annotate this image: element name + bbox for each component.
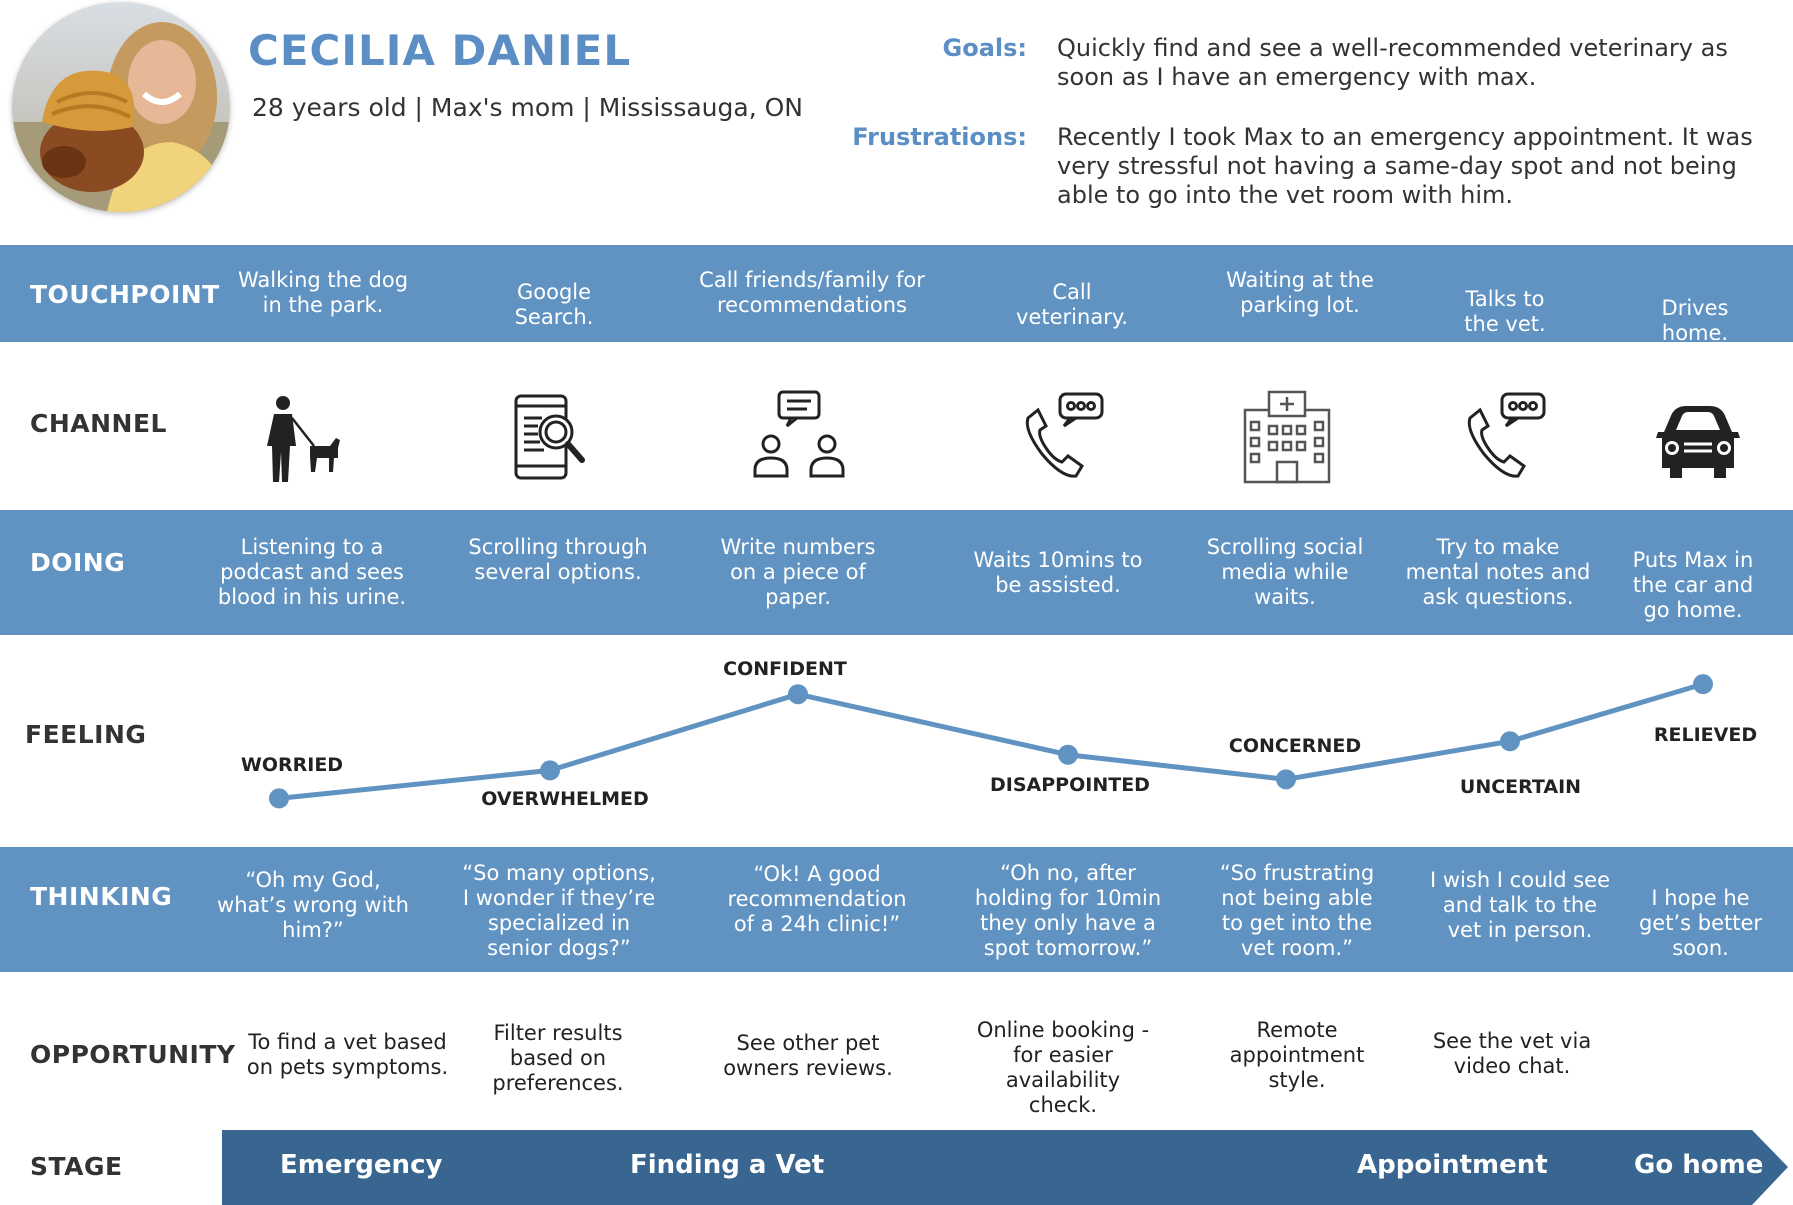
touchpoint-7-clip: Drives home. <box>1610 245 1780 342</box>
doing-7: Puts Max in the car and go home. <box>1632 548 1754 622</box>
stage-row-label: STAGE <box>30 1152 123 1181</box>
doing-2: Scrolling through several options. <box>468 535 648 584</box>
doing-3: Write numbers on a piece of paper. <box>720 535 876 609</box>
touchpoint-band <box>0 245 1793 342</box>
persona-name: CECILIA DANIEL <box>248 26 632 75</box>
touchpoint-3: Call friends/family for recommendations <box>699 268 925 317</box>
feeling-row-label: FEELING <box>25 720 147 749</box>
frustrations-text: Recently I took Max to an emergency appo… <box>1057 123 1753 209</box>
feeling-chart <box>269 674 1713 809</box>
doing-4: Waits 10mins to be assisted. <box>973 548 1143 597</box>
thinking-band <box>0 847 1793 972</box>
opportunity-1: To find a vet based on pets symptoms. <box>246 1030 449 1079</box>
car-icon <box>1648 388 1748 488</box>
feeling-label-1: WORRIED <box>240 754 344 776</box>
stage-3: Appointment <box>1357 1150 1548 1180</box>
thinking-7: I hope he get’s better soon. <box>1638 886 1763 960</box>
person-walking-dog-icon <box>252 388 352 488</box>
doing-5: Scrolling social media while waits. <box>1206 535 1364 609</box>
persona-subtitle: 28 years old | Max's mom | Mississauga, … <box>252 93 803 122</box>
feeling-label-6: UNCERTAIN <box>1459 776 1582 798</box>
goals-text: Quickly find and see a well-recommended … <box>1057 34 1728 91</box>
stage-4: Go home <box>1634 1150 1764 1180</box>
doing-6: Try to make mental notes and ask questio… <box>1405 535 1591 609</box>
tablet-search-icon <box>508 388 608 488</box>
feeling-label-5: CONCERNED <box>1228 735 1362 757</box>
opportunity-4: Online booking - for easier availability… <box>976 1018 1150 1117</box>
feeling-point-7 <box>1693 674 1713 695</box>
opportunity-3: See other pet owners reviews. <box>723 1031 893 1080</box>
hospital-building-icon <box>1237 388 1337 488</box>
feeling-point-2 <box>540 760 560 781</box>
opportunity-2: Filter results based on preferences. <box>492 1021 624 1095</box>
channel-row-label: CHANNEL <box>30 409 167 438</box>
stage-1: Emergency <box>280 1150 443 1180</box>
feeling-point-4 <box>1058 744 1078 765</box>
touchpoint-2: Google Search. <box>514 280 594 329</box>
feeling-label-2: OVERWHELMED <box>481 788 649 810</box>
feeling-label-3: CONFIDENT <box>723 658 847 680</box>
phone-chat-icon <box>1018 388 1118 488</box>
touchpoint-6: Talks to the vet. <box>1464 287 1546 336</box>
opportunity-5: Remote appointment style. <box>1229 1018 1365 1092</box>
doing-1: Listening to a podcast and sees blood in… <box>217 535 407 609</box>
people-chat-icon <box>749 388 849 488</box>
phone-chat-icon <box>1460 388 1560 488</box>
doing-band <box>0 510 1793 635</box>
thinking-1: “Oh my God, what’s wrong with him?” <box>217 868 409 942</box>
frustrations-label: Frustrations: <box>852 123 1027 151</box>
goals-label: Goals: <box>942 34 1028 62</box>
feeling-label-7: RELIEVED <box>1653 724 1758 746</box>
feeling-point-1 <box>269 788 289 809</box>
persona-photo <box>12 2 230 212</box>
thinking-5: “So frustrating not being able to get in… <box>1219 861 1375 960</box>
opportunity-6: See the vet via video chat. <box>1432 1029 1592 1078</box>
thinking-3: “Ok! A good recommendation of a 24h clin… <box>727 862 907 936</box>
touchpoint-row-label: TOUCHPOINT <box>30 280 220 309</box>
feeling-point-3 <box>788 684 808 705</box>
thinking-2: “So many options, I wonder if they’re sp… <box>462 861 656 960</box>
touchpoint-1: Walking the dog in the park. <box>237 268 409 317</box>
touchpoint-4: Call veterinary. <box>1016 280 1128 329</box>
thinking-6: I wish I could see and talk to the vet i… <box>1430 868 1610 942</box>
feeling-point-5 <box>1276 769 1296 790</box>
stage-2: Finding a Vet <box>630 1150 825 1180</box>
persona-avatar <box>12 2 230 212</box>
doing-row-label: DOING <box>30 548 126 577</box>
feeling-label-4: DISAPPOINTED <box>990 774 1150 796</box>
touchpoint-7: Drives home. <box>1661 296 1729 342</box>
opportunity-row-label: OPPORTUNITY <box>30 1040 236 1069</box>
feeling-point-6 <box>1500 731 1520 752</box>
thinking-row-label: THINKING <box>30 882 173 911</box>
touchpoint-5: Waiting at the parking lot. <box>1226 268 1374 317</box>
stage-arrow <box>222 1130 1788 1205</box>
thinking-4: “Oh no, after holding for 10min they onl… <box>974 861 1162 960</box>
